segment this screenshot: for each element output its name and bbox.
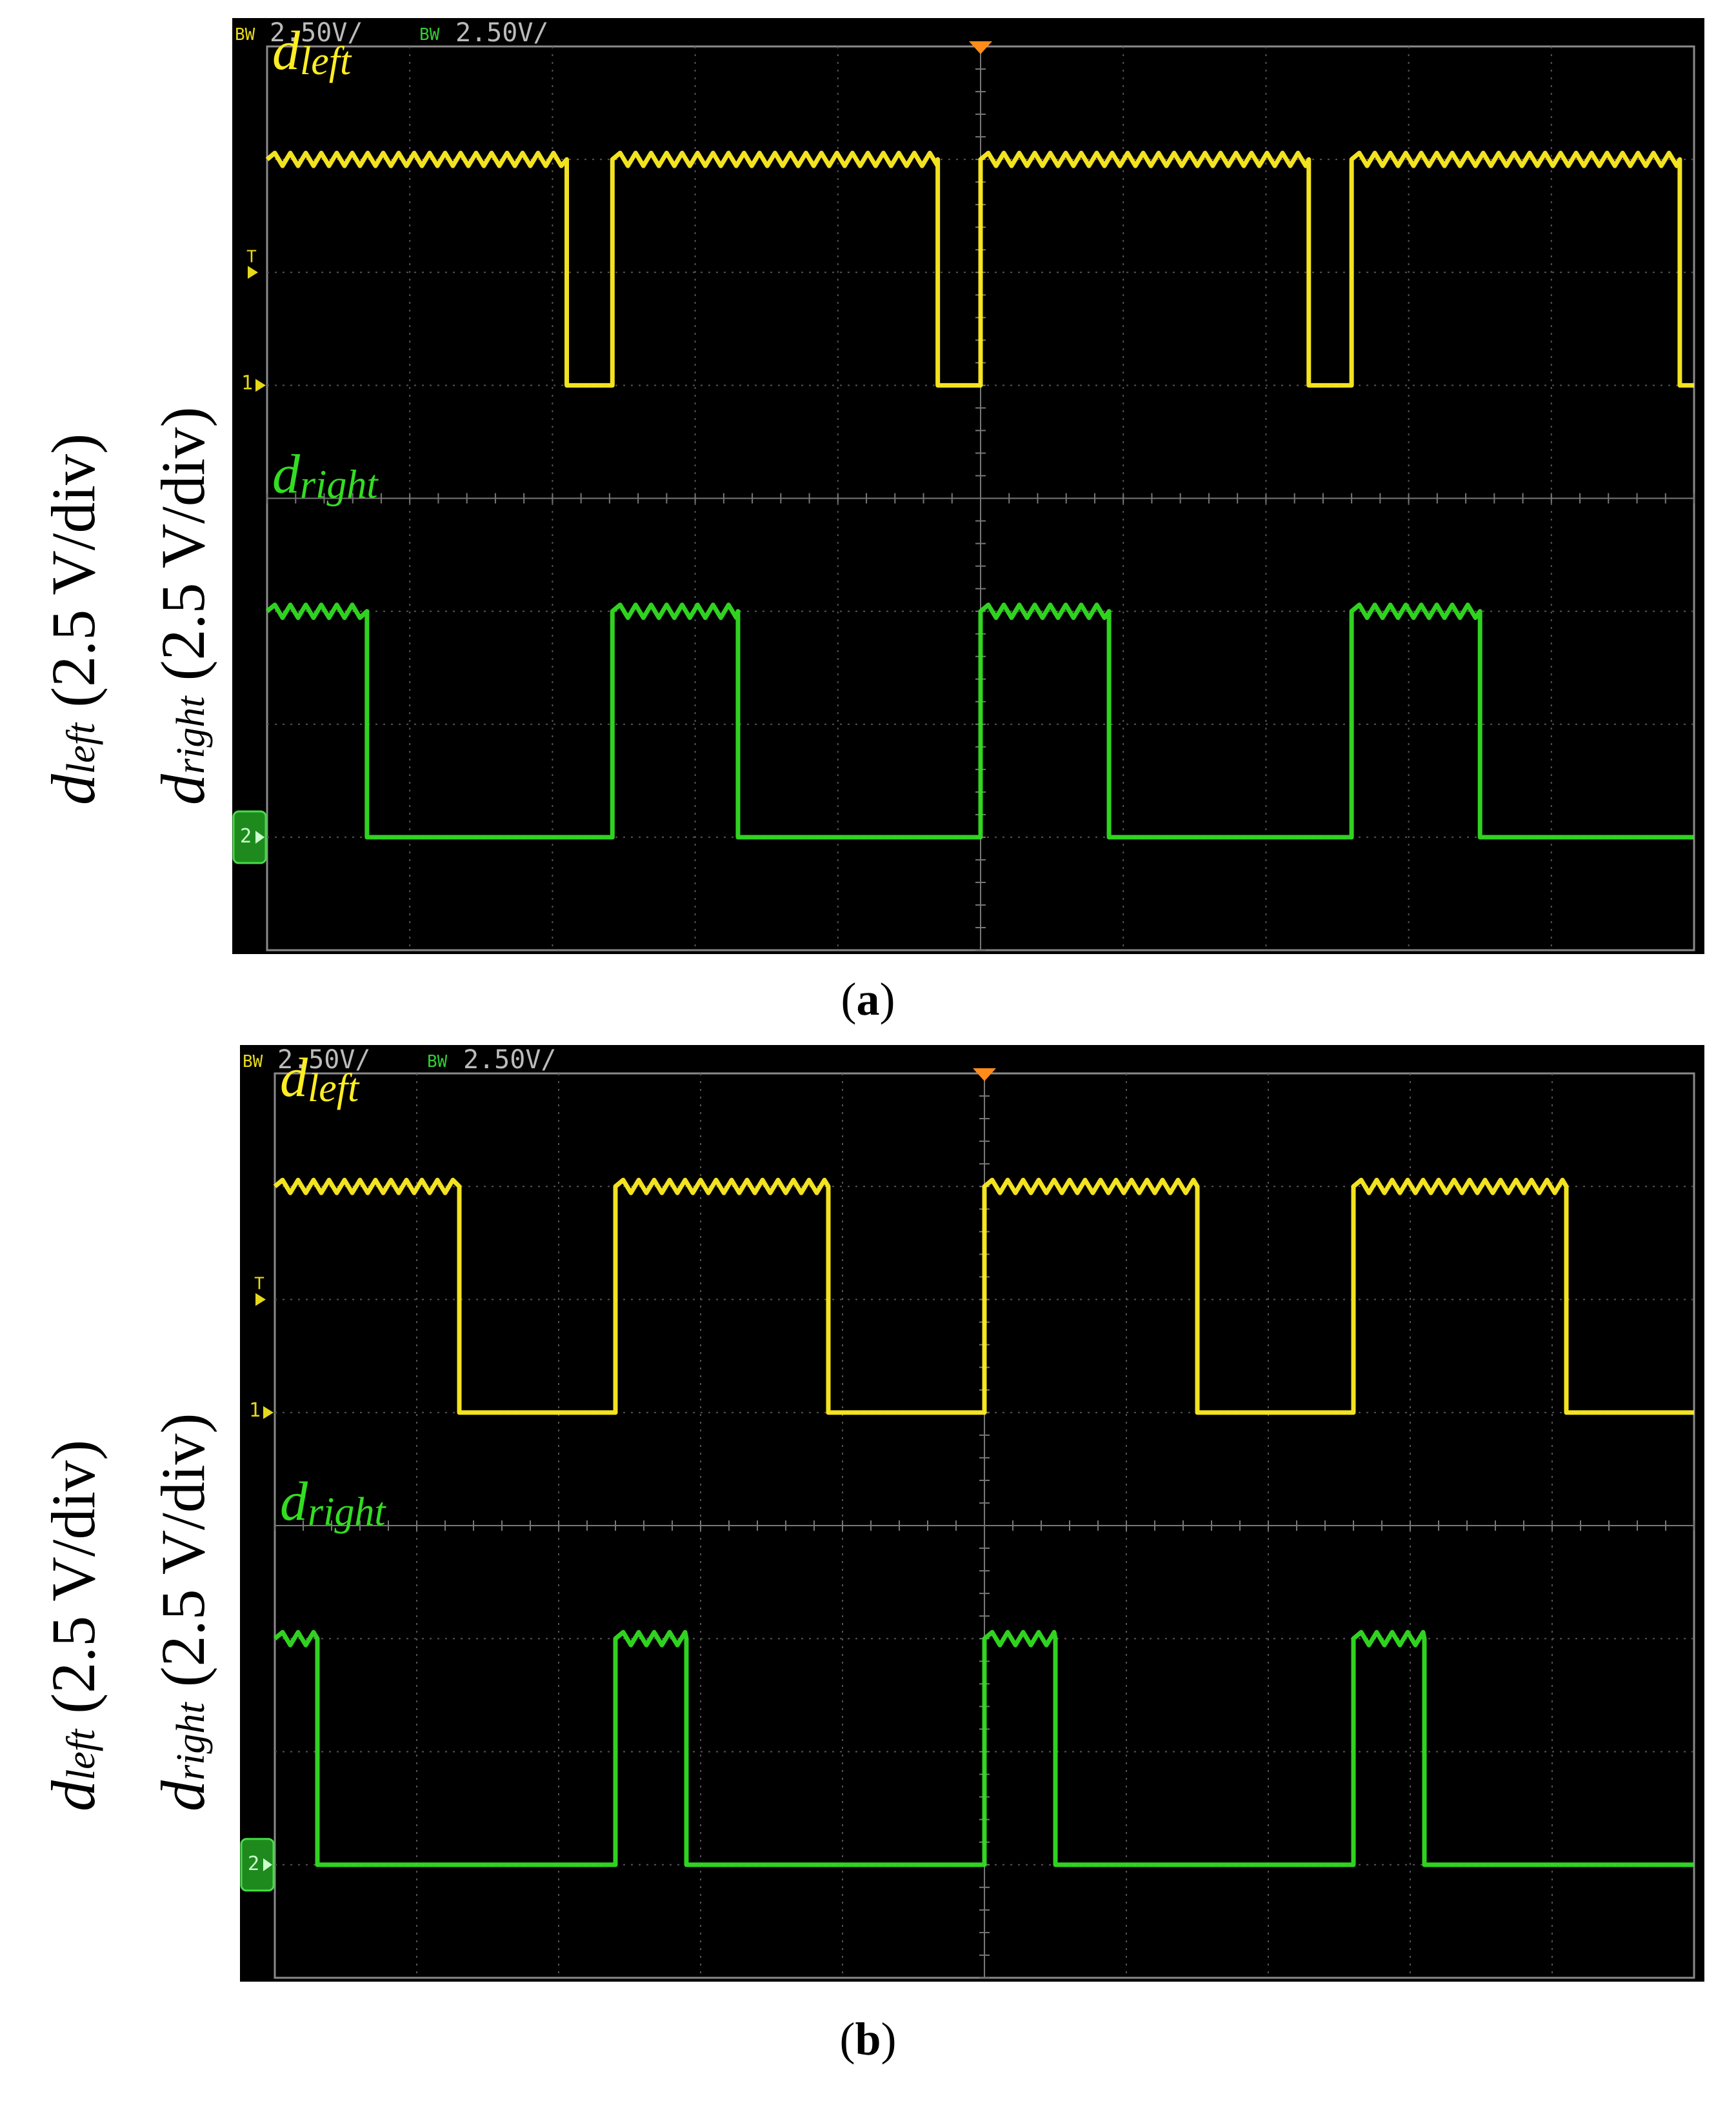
ch2-ground-arrow <box>255 830 264 844</box>
ch2-scale: 2.50V/ <box>463 1045 557 1075</box>
trigger-position-marker <box>973 1068 996 1081</box>
trigger-level-arrow <box>255 1293 266 1306</box>
ch1-scale: 2.50V/ <box>270 18 363 48</box>
y-axis-symbol: d <box>39 1780 108 1811</box>
trace-label-symbol: d <box>272 443 301 505</box>
ch1-bw-tag: BW <box>243 1052 263 1071</box>
ch1-ground-label: 1 <box>249 1399 261 1422</box>
caption-b: (b) <box>839 2013 897 2065</box>
ch1-ground-arrow <box>263 1406 274 1419</box>
trace-label-symbol: d <box>272 19 301 81</box>
y-axis-unit: (2.5 V/div) <box>148 1413 217 1703</box>
channel-markers: T 1 2 <box>232 247 267 864</box>
scope-header: BW 2.50V/BW 2.50V/ <box>243 1045 557 1075</box>
caption-a: (a) <box>841 973 895 1025</box>
trace-label-symbol: d <box>280 1470 308 1532</box>
ch2-ground-arrow <box>263 1858 272 1871</box>
trigger-level-label: T <box>254 1275 264 1294</box>
y-axis-subscript: left <box>59 1729 103 1780</box>
trace-d-right: dright <box>273 1470 1694 1867</box>
trace-line <box>265 150 1694 388</box>
trace-label-symbol: d <box>280 1046 308 1108</box>
oscilloscope-screen-b: BW 2.50V/BW 2.50V/T 1 2 dleft dright <box>240 1045 1704 1982</box>
trace-d-right: dright <box>265 443 1694 840</box>
y-axis-label-left-b: dleft (2.5 V/div) <box>37 1440 109 1811</box>
ch2-ground-label: 2 <box>240 825 252 848</box>
trace-label: dright <box>280 1470 386 1534</box>
trace-label: dright <box>272 443 379 507</box>
y-axis-unit: (2.5 V/div) <box>39 1439 108 1729</box>
trace-line <box>265 602 1694 840</box>
ch1-scale: 2.50V/ <box>277 1045 371 1075</box>
y-axis-label-right-b: dright (2.5 V/div) <box>147 1413 219 1811</box>
oscilloscope-screen-a: BW 2.50V/BW 2.50V/T 1 2 dleft dright <box>232 18 1704 954</box>
ch2-ground-badge <box>240 1838 275 1892</box>
trace-d-left: dleft <box>265 19 1694 388</box>
ch1-ground-arrow <box>255 379 266 392</box>
ch2-scale: 2.50V/ <box>455 18 549 48</box>
trace-label: dleft <box>280 1046 360 1110</box>
trace-line <box>273 1629 1694 1867</box>
ch2-ground-badge <box>232 810 267 864</box>
trigger-position-marker <box>969 41 992 54</box>
trigger-level-label: T <box>246 247 257 266</box>
trace-label-subscript: right <box>300 463 379 507</box>
trace-label-subscript: left <box>308 1066 360 1110</box>
trace-label-subscript: right <box>308 1490 386 1534</box>
scope-header: BW 2.50V/BW 2.50V/ <box>235 18 549 48</box>
y-axis-subscript: right <box>169 1702 213 1780</box>
trace-line <box>273 1177 1694 1415</box>
trace-label-subscript: left <box>300 39 352 83</box>
ch2-ground-label: 2 <box>248 1853 259 1875</box>
trigger-level-arrow <box>248 266 258 279</box>
ch1-ground-label: 1 <box>241 372 253 394</box>
trace-d-left: dleft <box>273 1046 1694 1415</box>
panel-a: BW 2.50V/BW 2.50V/T 1 2 dleft dright dleft (2.… <box>0 0 1736 1050</box>
channel-markers: T 1 2 <box>240 1275 275 1892</box>
y-axis-symbol: d <box>148 1780 217 1811</box>
ch2-bw-tag: BW <box>419 25 440 45</box>
ch2-bw-tag: BW <box>427 1052 448 1071</box>
ch1-bw-tag: BW <box>235 25 255 45</box>
trace-label: dleft <box>272 19 352 83</box>
